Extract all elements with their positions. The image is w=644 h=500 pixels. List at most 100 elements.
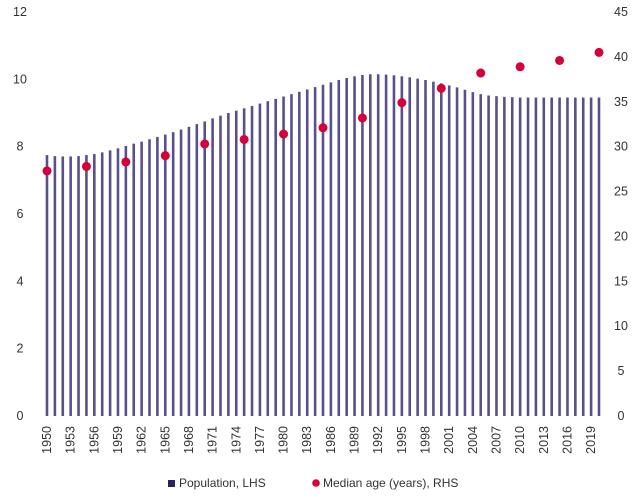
population-bars: [45, 74, 601, 417]
x-axis-tick-label: 1995: [395, 426, 409, 454]
x-axis-tick-labels: 1950 1953 1956 1959 1962 1965 1968 1971 1974 1977…: [40, 426, 598, 454]
population-bar: [447, 85, 451, 416]
legend-median-age-marker: [312, 479, 320, 487]
right-axis-tick-label: 40: [614, 50, 628, 64]
x-axis-tick-label: 2016: [560, 426, 574, 454]
population-bar: [455, 87, 459, 416]
population-bar: [195, 124, 199, 417]
population-bar: [313, 87, 317, 416]
population-bar: [93, 154, 96, 416]
x-axis-tick-label: 1986: [324, 426, 338, 454]
population-bar: [163, 134, 167, 417]
median-age-point: [397, 98, 407, 108]
population-bar: [179, 129, 183, 416]
population-bar: [227, 113, 230, 416]
right-axis-tick-label: 30: [614, 140, 628, 154]
population-bar: [203, 121, 207, 417]
x-axis-tick-label: 1968: [182, 426, 196, 454]
population-bar: [305, 89, 309, 417]
right-axis-tick-label: 15: [614, 274, 628, 288]
left-axis-tick-label: 12: [13, 5, 27, 19]
x-axis-tick-label: 1989: [348, 426, 362, 454]
population-bar: [45, 155, 49, 416]
right-axis-tick-label: 5: [618, 364, 625, 378]
x-axis-tick-label: 2010: [513, 426, 527, 454]
population-bar: [290, 94, 293, 417]
population-bar: [471, 92, 475, 416]
x-axis-tick-label: 1971: [206, 426, 220, 454]
population-bar: [148, 139, 151, 416]
population-bar: [384, 74, 388, 417]
population-bar: [282, 96, 285, 416]
x-axis-tick-label: 2013: [537, 426, 551, 454]
population-bar: [100, 152, 104, 416]
right-axis-tick-label: 25: [614, 185, 628, 199]
population-bar: [219, 115, 222, 416]
x-axis-tick-label: 2007: [489, 426, 503, 454]
population-bar: [574, 97, 577, 416]
population-bar: [487, 95, 490, 417]
population-bar: [69, 156, 72, 416]
population-bar: [510, 97, 514, 417]
population-bar: [329, 82, 333, 417]
left-axis-tick-label: 4: [17, 274, 24, 288]
x-axis-tick-label: 1980: [277, 426, 291, 454]
population-bar: [518, 97, 522, 416]
median-age-point: [42, 166, 52, 176]
population-bar: [321, 84, 325, 416]
median-age-point: [357, 113, 367, 123]
population-bar: [337, 80, 341, 416]
x-axis-tick-label: 1983: [300, 426, 314, 454]
left-axis-ticks: 0 2 4 6 8 10 12: [13, 5, 27, 423]
left-axis-tick-label: 0: [17, 409, 24, 423]
population-bar: [116, 148, 120, 416]
population-bar: [400, 76, 404, 417]
left-axis-tick-label: 8: [17, 140, 24, 154]
population-bar: [258, 103, 262, 416]
median-age-point: [476, 68, 486, 78]
x-axis-tick-label: 2004: [466, 426, 480, 454]
population-bar: [156, 136, 159, 416]
population-bar: [558, 97, 561, 416]
population-bar: [597, 97, 601, 416]
population-bar: [581, 97, 585, 416]
right-axis-tick-label: 0: [618, 409, 625, 423]
x-axis-tick-label: 1962: [135, 426, 149, 454]
population-bar: [361, 74, 364, 417]
x-axis-tick-label: 1998: [419, 426, 433, 454]
right-axis-ticks: 0 5 10 15 20 25 30 35 40 45: [614, 5, 628, 423]
population-bar: [495, 96, 498, 417]
median-age-point: [515, 62, 525, 72]
population-bar: [542, 97, 546, 416]
x-axis-tick-label: 1965: [158, 426, 172, 454]
population-bar: [266, 101, 270, 416]
population-bar: [250, 105, 254, 417]
x-axis-tick-label: 1953: [64, 426, 78, 454]
population-bar: [392, 75, 396, 416]
population-bar: [298, 91, 301, 416]
population-bar: [140, 141, 143, 416]
population-bar: [376, 74, 380, 416]
median-age-points: [42, 47, 604, 176]
population-bar: [345, 77, 348, 417]
population-bar: [408, 77, 412, 416]
population-bar: [534, 97, 538, 416]
x-axis-tick-label: 1956: [87, 426, 101, 454]
population-bar: [187, 126, 191, 417]
median-age-point: [81, 161, 91, 171]
median-age-point: [200, 139, 210, 149]
left-axis-tick-label: 2: [17, 342, 24, 356]
x-axis-tick-label: 1959: [111, 426, 125, 454]
population-bar: [353, 76, 356, 417]
x-axis-tick-label: 1974: [229, 426, 243, 454]
population-bar: [432, 81, 435, 416]
population-bar: [503, 96, 506, 416]
right-axis-tick-label: 35: [614, 95, 628, 109]
median-age-point: [594, 47, 604, 57]
x-axis-tick-label: 2019: [584, 426, 598, 454]
median-age-point: [436, 83, 446, 93]
population-bar: [424, 80, 427, 416]
population-bar: [369, 74, 372, 416]
population-bar: [53, 156, 57, 416]
